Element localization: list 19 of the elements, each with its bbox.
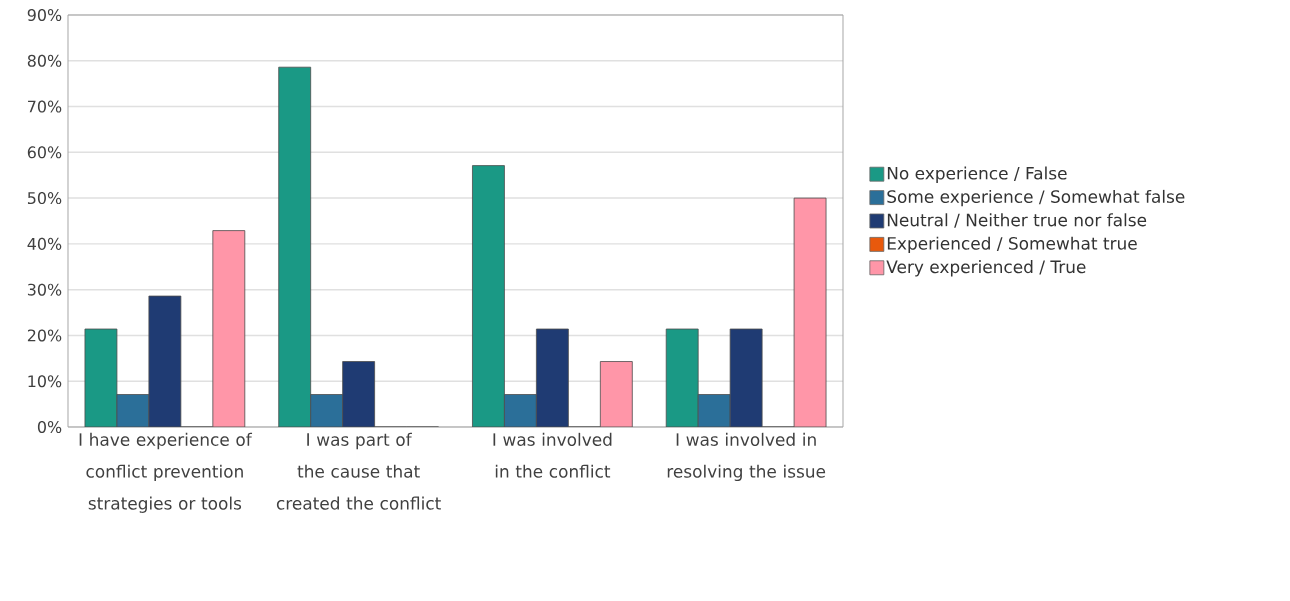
x-tick-label: I have experience of conflict prevention strategies or tools bbox=[79, 432, 253, 513]
legend-label: Neutral / Neither true nor false bbox=[887, 213, 1147, 228]
legend-label: Some experience / Somewhat false bbox=[887, 189, 1185, 207]
y-tick-label: 60% bbox=[27, 146, 62, 159]
x-tick-label: I was involved in resolving the issue bbox=[667, 432, 826, 482]
legend-label: Very experienced / True bbox=[886, 260, 1086, 277]
y-tick-label: 0% bbox=[37, 420, 62, 434]
y-tick-label: 30% bbox=[27, 283, 62, 296]
y-tick-label: 20% bbox=[27, 329, 62, 342]
y-tick-label: 50% bbox=[27, 192, 62, 205]
y-tick-label: 80% bbox=[27, 54, 62, 67]
y-tick-label: 10% bbox=[28, 375, 62, 388]
x-tick-label: I was involved in the conflict bbox=[493, 432, 612, 478]
y-tick-label: 90% bbox=[27, 8, 62, 22]
x-tick-label: I was part of the cause that created the conflict bbox=[276, 432, 441, 510]
legend-label: Experienced / Somewhat true bbox=[887, 236, 1137, 254]
y-tick-label: 40% bbox=[27, 237, 62, 250]
y-tick-label: 70% bbox=[28, 100, 62, 113]
legend-label: No experience / False bbox=[887, 166, 1067, 183]
